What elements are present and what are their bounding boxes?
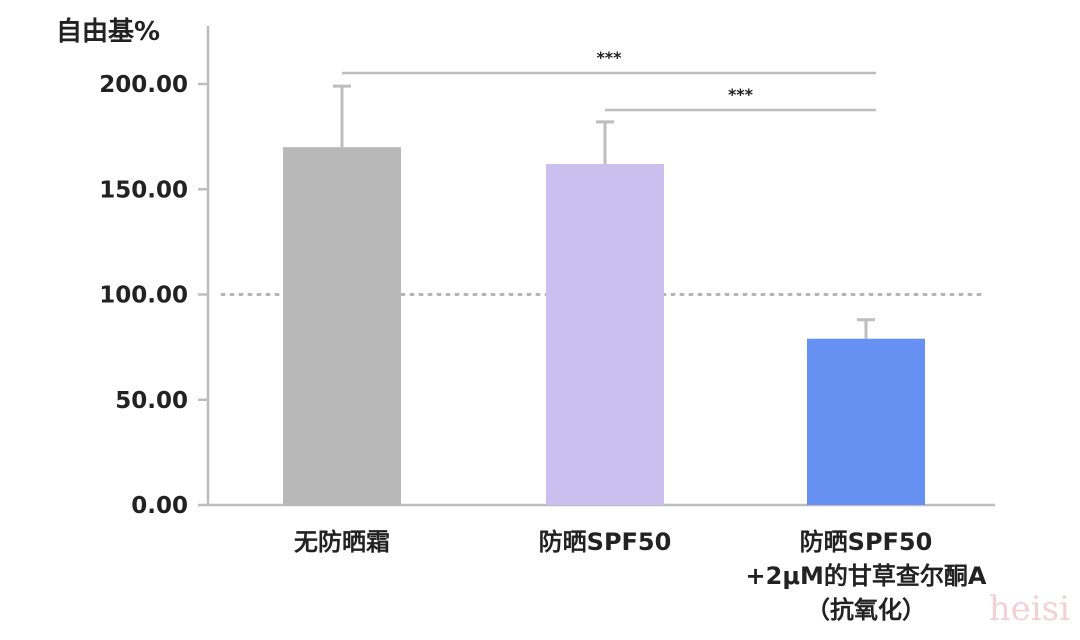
x-category-label: +2μM的甘草查尔酮A [746, 562, 987, 590]
y-tick-label: 150.00 [99, 177, 188, 203]
bar [283, 147, 401, 505]
bar [546, 163, 664, 506]
watermark-text: heisi [989, 589, 1070, 629]
bar [807, 338, 925, 505]
y-axis-title: 自由基% [56, 16, 160, 47]
significance-label: *** [596, 48, 622, 67]
y-tick-label: 200.00 [99, 72, 188, 98]
x-category-label: 无防晒霜 [294, 528, 390, 556]
y-tick-label: 0.00 [131, 493, 188, 519]
x-category-label: 防晒SPF50 [800, 528, 933, 556]
significance-label: *** [728, 85, 754, 104]
y-tick-label: 50.00 [115, 388, 188, 414]
y-tick-label: 100.00 [99, 283, 188, 309]
x-category-label: 防晒SPF50 [539, 528, 672, 556]
x-category-label: （抗氧化） [806, 596, 926, 624]
